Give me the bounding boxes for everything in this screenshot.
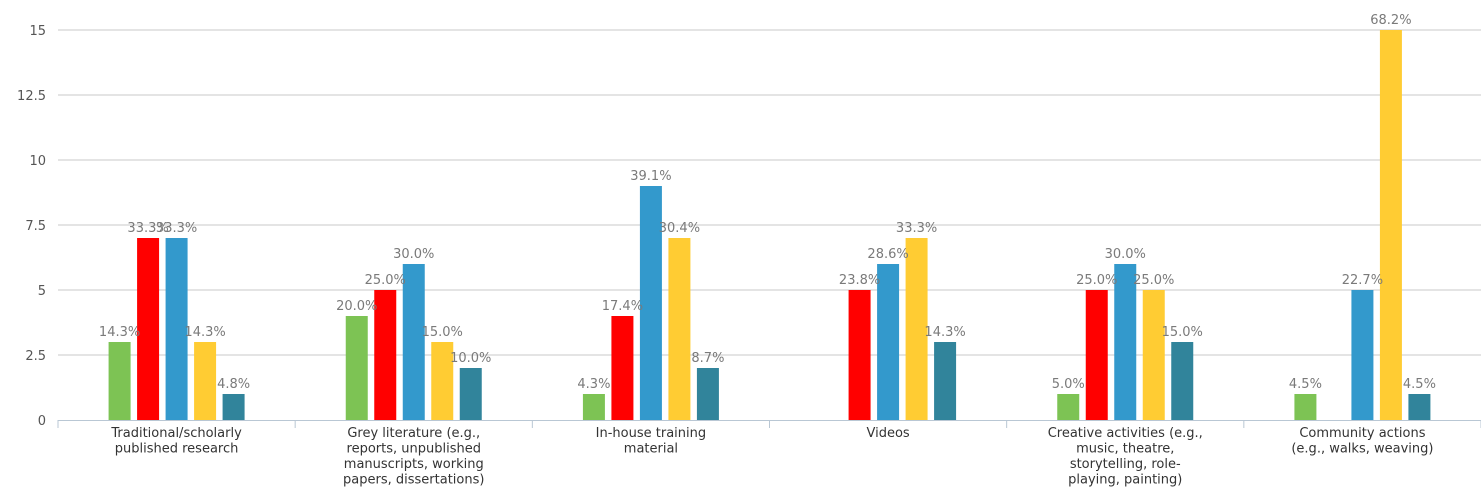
bar [1294,394,1317,420]
bar [1085,290,1108,420]
bar [877,264,900,420]
data-label: 25.0% [1133,273,1174,288]
y-axis: 0 2.5 5 7.5 10 12.5 15 [17,24,46,429]
x-tick-label: In-house training [596,426,706,441]
y-tick-label: 10 [29,154,46,169]
data-label: 4.5% [1289,377,1322,392]
x-tick-label: published research [115,442,239,457]
x-tick-label: (e.g., walks, weaving) [1291,442,1433,457]
y-tick-label: 12.5 [17,89,46,104]
data-label: 15.0% [1162,325,1203,340]
bar [1351,290,1374,420]
bar [1379,30,1402,420]
bar [611,316,634,420]
x-tick-label: material [624,442,678,457]
bar [1114,264,1137,420]
data-label: 14.3% [184,325,225,340]
x-tick-label: manuscripts, working [344,457,484,472]
x-tick-label: storytelling, role- [1070,457,1181,472]
data-label: 8.7% [691,351,724,366]
data-label: 5.0% [1052,377,1085,392]
bar [848,290,871,420]
data-label: 33.3% [896,221,937,236]
x-tick-label: Creative activities (e.g., [1048,426,1203,441]
bar [668,238,691,420]
x-tick-label: Community actions [1299,426,1425,441]
data-label: 17.4% [602,299,643,314]
data-label: 68.2% [1370,13,1411,28]
y-tick-label: 7.5 [25,219,46,234]
data-label: 15.0% [422,325,463,340]
bar [108,342,131,420]
x-tick-label: music, theatre, [1076,442,1174,457]
data-label: 4.5% [1403,377,1436,392]
data-label: 25.0% [1076,273,1117,288]
bar [137,238,160,420]
data-label: 4.3% [577,377,610,392]
bar [374,290,397,420]
bar [934,342,957,420]
x-tick-label: papers, dissertations) [343,473,484,488]
bar [222,394,245,420]
data-label: 4.8% [217,377,250,392]
gridlines [58,29,1481,356]
data-labels: 14.3%33.3%33.3%14.3%4.8%20.0%25.0%30.0%1… [99,13,1436,392]
data-label: 14.3% [99,325,140,340]
y-tick-label: 0 [38,414,46,429]
x-tick-label: Traditional/scholarly [110,426,242,441]
bar [194,342,217,420]
bar [905,238,928,420]
data-label: 39.1% [630,169,671,184]
y-tick-label: 15 [29,24,46,39]
x-tick-label: Videos [866,426,909,441]
bar [431,342,454,420]
bar [1171,342,1194,420]
data-label: 28.6% [867,247,908,262]
data-label: 25.0% [365,273,406,288]
data-label: 33.3% [127,221,168,236]
bar [165,238,188,420]
bars [108,30,1431,420]
data-label: 30.4% [659,221,700,236]
bar [582,394,605,420]
data-label: 30.0% [1105,247,1146,262]
bar [1142,290,1165,420]
y-tick-label: 5 [38,284,46,299]
bar [1408,394,1431,420]
data-label: 33.3% [156,221,197,236]
bar [639,186,662,420]
data-label: 22.7% [1342,273,1383,288]
data-label: 30.0% [393,247,434,262]
x-tick-label: reports, unpublished [347,442,481,457]
bar [459,368,482,420]
bar [1057,394,1080,420]
data-label: 20.0% [336,299,377,314]
bar [345,316,368,420]
bar [696,368,719,420]
data-label: 23.8% [839,273,880,288]
bar [402,264,425,420]
x-tick-label: Grey literature (e.g., [347,426,480,441]
data-label: 14.3% [924,325,965,340]
y-tick-label: 2.5 [25,349,46,364]
x-tick-label: playing, painting) [1068,473,1182,488]
data-label: 10.0% [450,351,491,366]
